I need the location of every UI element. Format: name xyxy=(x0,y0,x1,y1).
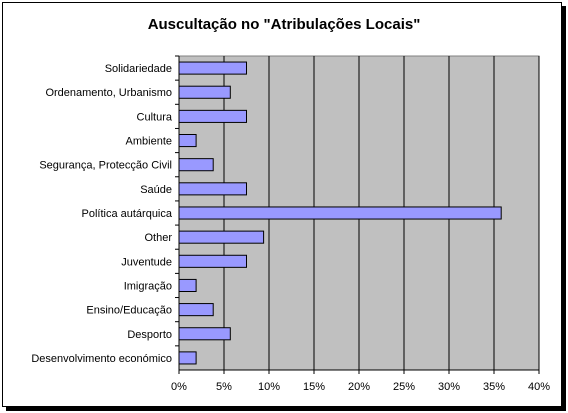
x-tick-label: 10% xyxy=(258,381,280,393)
bar xyxy=(178,134,197,148)
bar xyxy=(178,327,231,341)
bar xyxy=(178,351,197,365)
bar xyxy=(178,158,214,172)
category-label: Desporto xyxy=(127,329,172,341)
category-label: Ordenamento, Urbanismo xyxy=(45,87,172,99)
x-tick-label: 30% xyxy=(438,381,460,393)
bar xyxy=(178,182,247,196)
bar xyxy=(178,61,247,75)
x-tick-label: 5% xyxy=(216,381,232,393)
category-label: Segurança, Protecção Civil xyxy=(39,160,172,172)
category-label: Desenvolvimento económico xyxy=(31,353,172,365)
category-label: Ambiente xyxy=(126,136,172,148)
chart-title: Auscultação no "Atribulações Locais" xyxy=(148,16,421,33)
category-labels: Solidariedade Ordenamento, Urbanismo Cultu… xyxy=(31,55,179,365)
x-tick-label: 15% xyxy=(303,381,325,393)
category-label: Saúde xyxy=(140,184,172,196)
bar xyxy=(178,109,247,123)
category-label: Other xyxy=(144,232,172,244)
x-tick-label: 35% xyxy=(483,381,505,393)
x-tick-label: 0% xyxy=(171,381,187,393)
bar xyxy=(178,254,247,268)
bar xyxy=(178,303,214,317)
bar xyxy=(178,230,265,244)
bars xyxy=(178,61,502,365)
x-tick-label: 20% xyxy=(348,381,370,393)
bar xyxy=(178,85,231,99)
bar xyxy=(178,278,197,292)
category-label: Imigração xyxy=(124,280,172,292)
category-label: Cultura xyxy=(137,111,173,123)
category-label: Política autárquica xyxy=(82,208,173,220)
category-label: Juventude xyxy=(121,256,172,268)
x-axis-ticks: 0% 5% 10% 15% 20% 25% 30% 35% 40% xyxy=(171,370,550,393)
x-tick-label: 25% xyxy=(393,381,415,393)
category-label: Ensino/Educação xyxy=(86,305,172,317)
bar xyxy=(178,206,502,220)
category-label: Solidariedade xyxy=(105,63,172,75)
x-tick-label: 40% xyxy=(528,381,550,393)
